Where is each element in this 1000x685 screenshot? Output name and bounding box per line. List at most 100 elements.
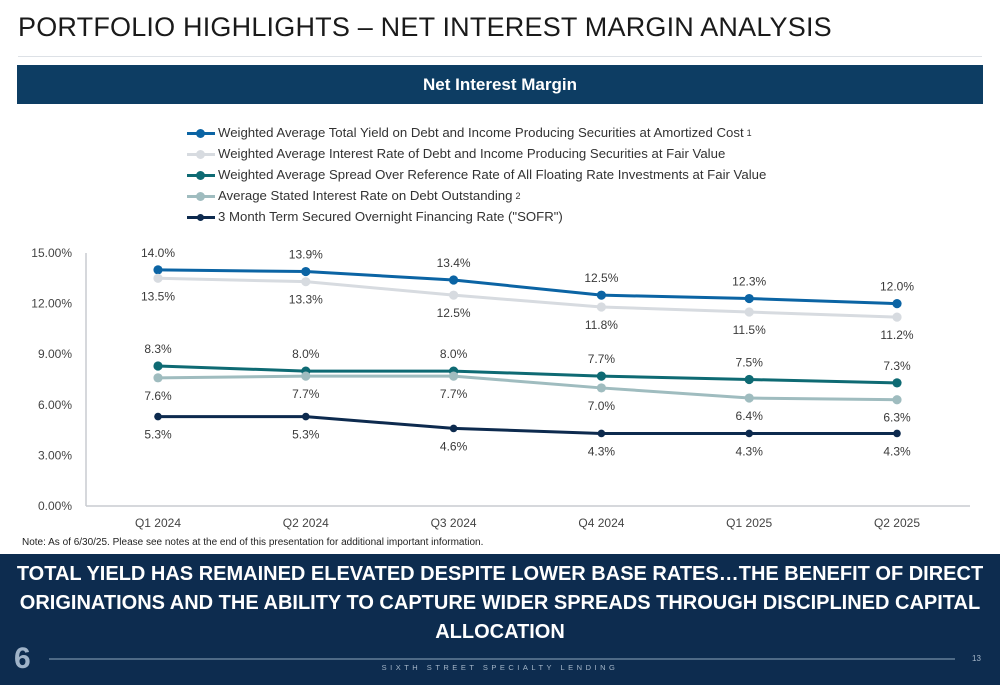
legend-item: Weighted Average Spread Over Reference R… (186, 164, 766, 185)
data-label: 13.4% (437, 256, 471, 270)
data-label: 11.8% (585, 318, 618, 332)
data-label: 4.3% (588, 444, 616, 458)
legend-label: 3 Month Term Secured Overnight Financing… (218, 209, 563, 224)
data-label: 7.3% (883, 359, 911, 373)
footnote-ref: 2 (515, 190, 521, 201)
data-label: 8.0% (440, 347, 468, 361)
series-line (157, 276, 898, 319)
company-logo: 6 (14, 642, 31, 675)
data-label: 6.4% (736, 409, 764, 423)
section-title: Net Interest Margin (423, 74, 577, 94)
company-name: SIXTH STREET SPECIALTY LENDING (381, 663, 619, 672)
data-point (744, 393, 754, 403)
legend-label: Weighted Average Total Yield on Debt and… (218, 125, 744, 140)
data-point (744, 374, 754, 385)
conclusion-banner: TOTAL YIELD HAS REMAINED ELEVATED DESPIT… (0, 554, 1000, 685)
data-label: 13.5% (141, 289, 175, 303)
data-point (744, 307, 754, 317)
data-point (744, 293, 754, 304)
title-divider (18, 56, 982, 57)
y-tick-label: 9.00% (38, 347, 72, 361)
data-point (596, 371, 607, 381)
data-point (153, 273, 163, 283)
data-label: 7.5% (736, 356, 764, 370)
x-tick-label: Q3 2024 (431, 516, 477, 530)
legend-swatch-icon (186, 211, 216, 223)
data-point (892, 312, 902, 322)
data-label: 7.6% (144, 389, 172, 403)
legend-swatch-icon (186, 190, 216, 202)
data-point (892, 299, 902, 309)
data-point (596, 302, 607, 312)
series-line (158, 415, 897, 435)
data-label: 13.3% (289, 293, 323, 307)
x-tick-label: Q2 2024 (283, 516, 329, 530)
data-label: 12.5% (584, 271, 618, 285)
y-tick-label: 6.00% (38, 398, 72, 412)
y-tick-label: 15.00% (31, 246, 72, 260)
data-label: 5.3% (292, 428, 320, 442)
series-line (157, 268, 898, 306)
data-point (301, 266, 311, 277)
data-label: 12.3% (732, 275, 766, 289)
x-tick-label: Q1 2024 (135, 516, 181, 530)
banner-text: TOTAL YIELD HAS REMAINED ELEVATED DESPIT… (16, 563, 984, 643)
legend-item: Average Stated Interest Rate on Debt Out… (186, 185, 766, 206)
data-point (449, 290, 459, 300)
data-point (892, 378, 902, 388)
data-point (153, 265, 163, 275)
legend-swatch-icon (186, 169, 216, 181)
legend-label: Weighted Average Spread Over Reference R… (218, 167, 767, 182)
data-label: 4.6% (440, 439, 468, 453)
legend-item: 3 Month Term Secured Overnight Financing… (186, 206, 766, 227)
legend-swatch-icon (186, 148, 216, 160)
data-label: 8.3% (144, 342, 172, 356)
data-point (153, 373, 163, 383)
data-point (153, 361, 163, 371)
data-label: 5.3% (144, 428, 172, 442)
x-tick-label: Q1 2025 (726, 516, 772, 530)
data-point (301, 277, 311, 287)
legend-swatch-icon (186, 127, 216, 139)
x-tick-label: Q2 2025 (874, 516, 920, 530)
footnote-ref: 1 (746, 127, 752, 138)
data-label: 13.9% (289, 248, 323, 262)
data-label: 7.0% (588, 399, 616, 413)
data-label: 6.3% (883, 411, 911, 425)
data-label: 4.3% (736, 444, 764, 458)
y-tick-label: 12.00% (31, 297, 72, 311)
data-label: 12.0% (880, 280, 914, 294)
data-point (596, 383, 607, 393)
data-label: 11.5% (733, 323, 766, 337)
line-chart: 0.00% 3.00% 6.00% 9.00% 12.00% 15.00% Q1 2024 Q… (31, 246, 970, 530)
y-tick-label: 0.00% (38, 499, 72, 513)
data-point (449, 371, 459, 381)
page-number: 13 (972, 654, 981, 663)
legend-label: Average Stated Interest Rate on Debt Out… (218, 188, 513, 203)
data-point (893, 429, 901, 438)
data-point (597, 429, 606, 438)
data-point (301, 371, 311, 381)
section-header: Net Interest Margin (17, 65, 983, 104)
data-label: 4.3% (883, 444, 911, 458)
data-label: 12.5% (437, 306, 471, 320)
legend-item: Weighted Average Interest Rate of Debt a… (186, 143, 766, 164)
data-label: 7.7% (588, 352, 616, 366)
data-label: 14.0% (141, 246, 175, 260)
legend-label: Weighted Average Interest Rate of Debt a… (218, 146, 726, 161)
legend-item: Weighted Average Total Yield on Debt and… (186, 122, 766, 143)
data-point (449, 424, 458, 433)
footer-divider (49, 658, 955, 660)
series-line (157, 374, 898, 402)
data-label: 8.0% (292, 347, 320, 361)
data-point (892, 395, 902, 405)
data-point (596, 290, 607, 300)
data-point (745, 429, 753, 438)
series-line (157, 364, 898, 385)
data-label: 7.7% (292, 387, 320, 401)
x-tick-label: Q4 2024 (578, 516, 624, 530)
data-label: 11.2% (880, 328, 913, 342)
chart-legend: Weighted Average Total Yield on Debt and… (186, 122, 766, 227)
data-point (302, 412, 310, 421)
y-tick-label: 3.00% (38, 448, 72, 462)
